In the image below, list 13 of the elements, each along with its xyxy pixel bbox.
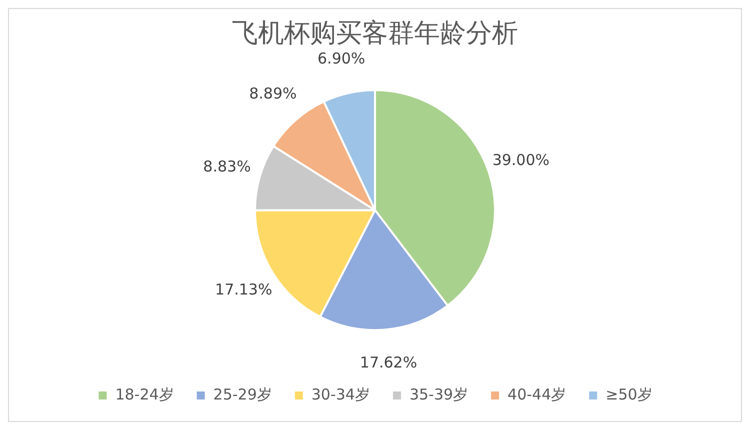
data-label: 17.62%: [360, 353, 418, 372]
chart-title: 飞机杯购买客群年龄分析: [232, 18, 518, 48]
data-label: 8.83%: [203, 157, 251, 176]
data-label: 17.13%: [215, 280, 272, 298]
data-label: 39.00%: [492, 150, 550, 169]
data-label: 8.89%: [249, 84, 297, 103]
legend-label: ≥50岁: [606, 385, 652, 404]
legend-label: 40-44岁: [508, 385, 566, 404]
legend-label: 35-39岁: [409, 385, 468, 404]
legend-label: 30-34岁: [311, 385, 370, 404]
data-label: 6.90%: [318, 50, 366, 68]
legend-label: 25-29岁: [213, 385, 272, 404]
legend-label: 18-24岁: [115, 385, 174, 404]
